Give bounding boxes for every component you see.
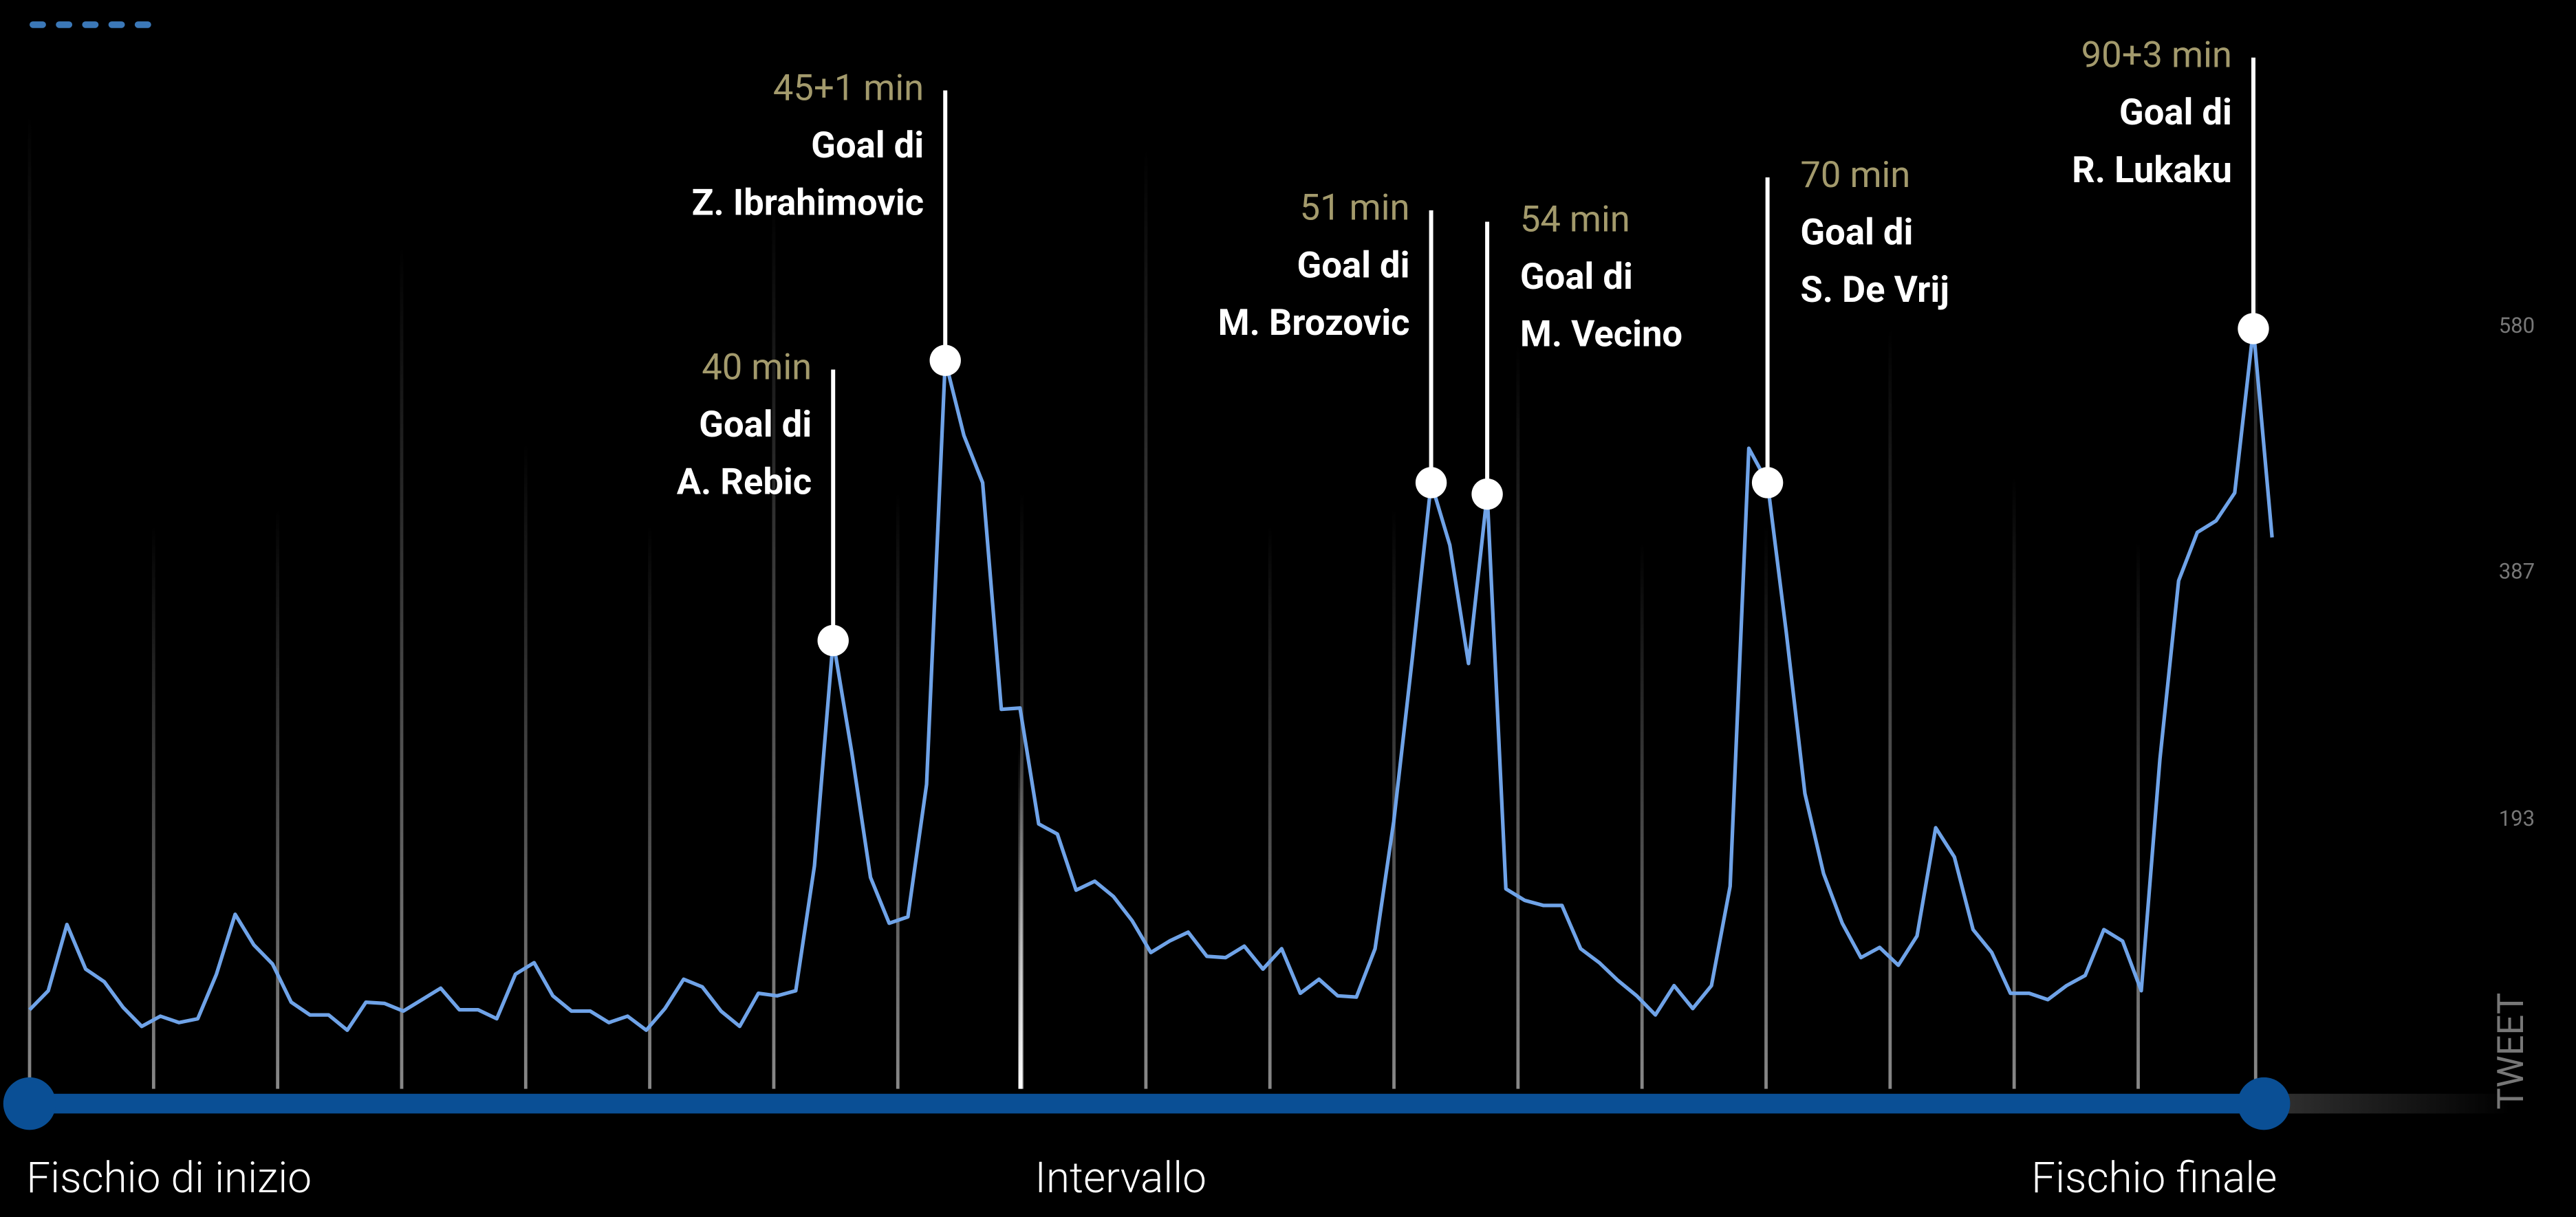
time-grid-line: [896, 492, 900, 1089]
timeline-marker: [3, 1077, 56, 1130]
goal-text: Goal di: [1297, 243, 1410, 286]
goal-text: Goal di: [2119, 91, 2232, 133]
time-grid-line: [28, 115, 32, 1089]
x-tick-label: Fischio finale: [2031, 1153, 2277, 1203]
goal-player: A. Rebic: [677, 461, 812, 503]
x-tick-line: [1018, 747, 1023, 1089]
time-grid-line: [1888, 328, 1892, 1089]
y-tick-label: 193: [2499, 806, 2535, 831]
timeline-bar: [29, 1093, 2264, 1114]
goal-time: 51 min: [1300, 186, 1410, 229]
time-grid: [28, 115, 2258, 1089]
time-grid-line: [400, 246, 404, 1089]
time-grid-line: [2253, 148, 2258, 1089]
timeline-marker: [2237, 1077, 2291, 1130]
time-grid-line: [1392, 509, 1396, 1089]
goal-time: 90+3 min: [2081, 34, 2232, 76]
y-axis-label: TWEET: [2489, 993, 2532, 1110]
timeline-tail: [2264, 1093, 2511, 1114]
goal-text: Goal di: [1800, 211, 1913, 254]
time-grid-line: [151, 525, 155, 1089]
goal-dot: [1471, 478, 1503, 510]
time-grid-line: [2012, 476, 2016, 1089]
goal-time: 45+1 min: [773, 66, 924, 109]
time-grid-line: [2136, 542, 2140, 1089]
y-tick-label: 580: [2499, 313, 2535, 338]
goal-text: Goal di: [699, 403, 812, 446]
goal-player: R. Lukaku: [2072, 149, 2232, 191]
time-grid-line: [1144, 148, 1148, 1089]
goal-dot: [1415, 467, 1447, 498]
goal-text: Goal di: [1520, 255, 1633, 298]
goal-player: S. De Vrij: [1800, 268, 1949, 311]
goal-text: Goal di: [811, 124, 924, 166]
x-tick-label: Fischio di inizio: [26, 1153, 312, 1203]
time-grid-line: [1516, 344, 1520, 1089]
y-tick-label: 387: [2499, 559, 2535, 584]
goal-dot: [929, 344, 961, 376]
time-grid-line: [1268, 525, 1272, 1089]
time-grid-line: [276, 509, 280, 1089]
goal-player: M. Vecino: [1520, 313, 1682, 355]
goal-dot: [2238, 313, 2269, 344]
goal-player: M. Brozovic: [1218, 301, 1410, 344]
time-grid-line: [523, 443, 528, 1089]
goal-time: 70 min: [1800, 153, 1910, 196]
time-grid-line: [648, 525, 651, 1089]
goal-dot: [817, 624, 849, 657]
goal-time: 40 min: [702, 345, 812, 388]
time-grid-line: [772, 197, 776, 1089]
time-grid-line: [1764, 525, 1768, 1089]
time-grid-line: [1640, 542, 1644, 1089]
goal-dot: [1751, 467, 1784, 498]
x-tick-label: Intervallo: [1035, 1153, 1206, 1203]
goal-time: 54 min: [1520, 197, 1630, 240]
goal-player: Z. Ibrahimovic: [692, 182, 924, 224]
tweet-line: [28, 327, 2274, 1032]
